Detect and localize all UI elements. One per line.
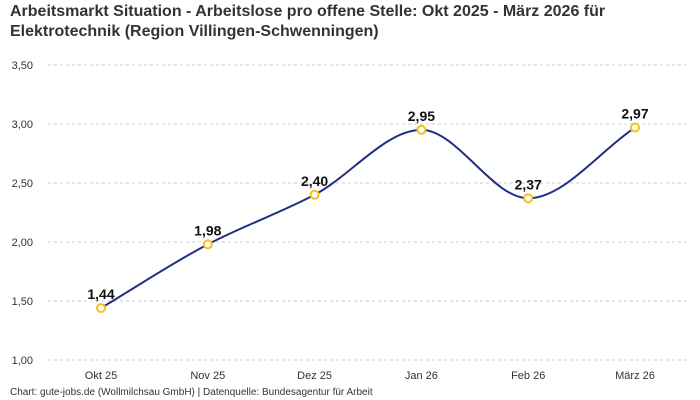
data-point <box>416 124 427 135</box>
grid-lines <box>48 64 690 361</box>
footer-credit: Chart: gute-jobs.de (Wollmilchsau GmbH) … <box>10 387 373 398</box>
x-tick-label: Feb 26 <box>511 370 545 382</box>
data-label: 2,97 <box>621 106 648 122</box>
x-tick-label: Okt 25 <box>85 370 117 382</box>
y-tick-label: 3,00 <box>12 119 33 131</box>
data-label: 1,44 <box>87 286 114 302</box>
y-axis: 1,00 1,50 2,00 2,50 3,00 3,50 <box>12 60 33 367</box>
data-point <box>309 189 320 200</box>
y-tick-label: 2,00 <box>12 237 33 249</box>
x-tick-label: Dez 25 <box>297 370 332 382</box>
chart-title: Arbeitsmarkt Situation - Arbeitslose pro… <box>10 3 606 40</box>
data-label: 2,40 <box>301 173 328 189</box>
series <box>100 126 636 309</box>
data-label: 2,37 <box>515 176 542 192</box>
data-label: 2,95 <box>408 108 435 124</box>
y-tick-label: 1,50 <box>12 296 33 308</box>
data-label: 1,98 <box>194 222 221 238</box>
y-tick-label: 2,50 <box>12 178 33 190</box>
data-labels: 1,44 1,98 2,40 2,95 2,37 2,97 <box>87 106 648 303</box>
data-point <box>96 303 106 314</box>
x-tick-label: Nov 25 <box>190 370 225 382</box>
data-point <box>630 122 640 133</box>
x-tick-label: Jan 26 <box>405 370 438 382</box>
data-point <box>523 193 534 204</box>
y-tick-label: 1,00 <box>12 355 33 367</box>
x-tick-label: März 26 <box>615 370 655 382</box>
x-axis: Okt 25 Nov 25 Dez 25 Jan 26 Feb 26 März 26 <box>85 370 655 382</box>
markers <box>96 122 640 314</box>
data-point <box>202 239 213 250</box>
y-tick-label: 3,50 <box>12 60 33 72</box>
series-line <box>100 126 636 309</box>
